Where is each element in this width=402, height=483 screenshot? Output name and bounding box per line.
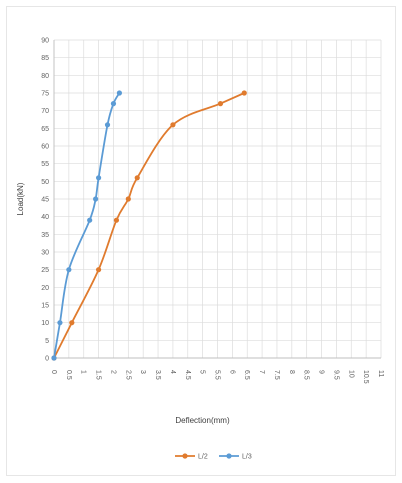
legend: L/2 L/3 [175,453,252,461]
y-tick-labels: 0 5 10 15 20 25 30 35 40 45 50 55 60 65 70 75 80 85 90 [41,38,49,363]
y-tick-label: 15 [41,303,49,310]
x-tick-label: 6 [228,370,235,374]
data-point-l-3 [66,267,72,273]
grid [53,39,382,359]
x-tick-label: 1 [80,370,87,374]
series-line-l-2 [53,92,245,359]
y-tick-label: 30 [41,250,49,257]
y-tick-label: 70 [41,108,49,115]
x-tick-label: 0 [50,370,57,374]
data-point-l-3 [57,320,63,326]
data-point-l-3 [110,101,117,107]
y-axis-title: Load(kN) [16,182,25,215]
y-tick-label: 80 [41,73,49,80]
x-tick-label: 2.5 [124,370,131,380]
data-point-l-2 [134,175,140,181]
data-point-l-3 [116,90,122,96]
x-tick-label: 4.5 [184,370,191,380]
y-tick-label: 40 [41,214,49,221]
x-tick-label: 3 [139,370,146,374]
series-group [51,90,247,361]
data-point-l-3 [51,355,57,361]
x-tick-label: 8 [288,370,295,374]
y-tick-label: 10 [41,320,49,327]
x-tick-label: 6.5 [243,370,250,380]
x-tick-label: 4 [169,370,176,374]
x-tick-label: 7.5 [273,370,280,380]
data-point-l-2 [217,101,224,107]
data-point-l-2 [69,320,75,326]
y-tick-label: 85 [41,55,49,62]
legend-marker-l-3 [226,453,232,459]
y-tick-label: 55 [41,161,49,168]
x-tick-label: 10.5 [362,370,369,384]
y-tick-label: 60 [41,144,49,151]
x-tick-label: 8.5 [303,370,310,380]
series-line-l-3 [53,92,121,359]
x-axis-title: Deflection(mm) [175,416,230,425]
data-point-l-2 [95,267,102,273]
data-point-l-3 [87,217,93,223]
y-tick-label: 45 [41,197,49,204]
y-tick-label: 35 [41,232,49,239]
x-tick-label: 2 [109,370,116,374]
x-tick-label: 0.5 [65,370,72,380]
legend-label-l-3: L/3 [242,454,252,461]
data-point-l-3 [95,175,102,181]
data-point-l-2 [170,122,176,128]
legend-marker-l-2 [182,453,188,459]
chart-frame: 0 5 10 15 20 25 30 35 40 45 50 55 60 65 70 75 80 85 90 0 0.… [6,6,396,476]
x-tick-labels: 0 0.5 1 1.5 2 2.5 3 3.5 4 4.5 5 5.5 6 6.5 7 7.5 8 8.5 9 9.5… [50,370,384,384]
data-point-l-2 [113,217,120,223]
y-tick-label: 20 [41,285,49,292]
y-tick-label: 75 [41,91,49,98]
data-point-l-2 [241,90,247,96]
x-tick-label: 5 [199,370,206,374]
y-tick-label: 90 [41,38,49,45]
x-tick-label: 5.5 [214,370,221,380]
data-point-l-3 [104,122,111,128]
y-tick-label: 50 [41,179,49,186]
x-tick-label: 1.5 [95,370,102,380]
x-tick-label: 11 [377,370,384,377]
y-tick-label: 65 [41,126,49,133]
x-tick-label: 3.5 [154,370,161,380]
legend-label-l-2: L/2 [198,454,208,461]
data-point-l-3 [93,196,99,202]
x-tick-label: 10 [347,370,354,378]
x-tick-label: 9.5 [332,370,339,380]
x-tick-label: 9 [318,370,325,374]
y-tick-label: 25 [41,267,49,274]
y-tick-label: 5 [45,338,49,345]
y-tick-label: 0 [45,356,49,363]
data-point-l-2 [125,196,131,202]
x-tick-label: 7 [258,370,265,374]
